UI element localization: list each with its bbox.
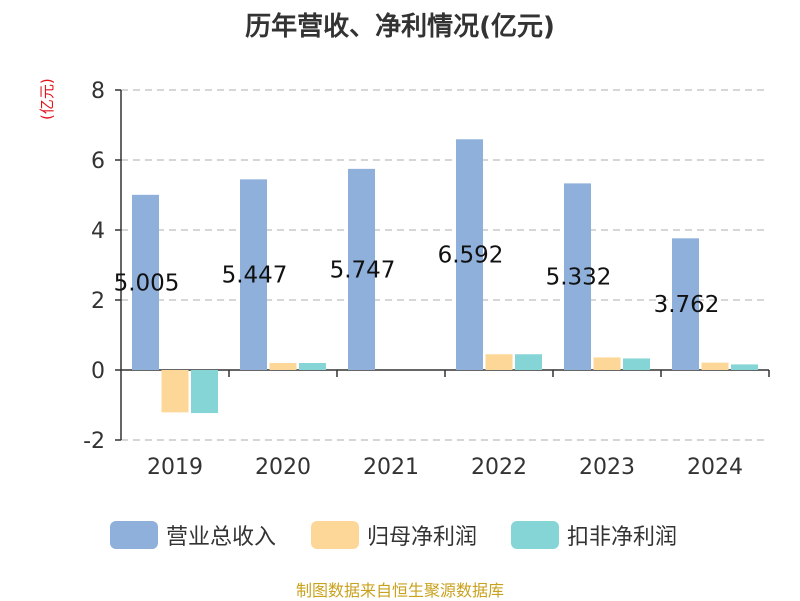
y-tick-label: 2 [91, 289, 105, 314]
bar-2-2022 [485, 354, 513, 370]
bar-1-2021 [348, 168, 375, 370]
bar-3-2020 [299, 363, 326, 370]
y-tick-label: 8 [91, 79, 105, 104]
x-tick-label: 2023 [579, 455, 635, 480]
legend-swatch-revenue [110, 521, 158, 549]
legend-item-revenue[interactable]: 营业总收入 [110, 519, 276, 551]
bar-1-2022 [456, 139, 483, 370]
data-label: 3.762 [654, 292, 720, 318]
legend-swatch-deducted-net-profit [511, 521, 559, 549]
bar-3-2023 [623, 358, 650, 370]
bar-3-2019 [191, 370, 218, 414]
bar-2-2019 [161, 370, 189, 413]
data-label: 5.005 [114, 270, 180, 296]
data-source-note: 制图数据来自恒生聚源数据库 [295, 581, 504, 600]
legend-item-deducted-net-profit[interactable]: 扣非净利润 [511, 519, 677, 551]
chart-title: 历年营收、净利情况(亿元) [245, 12, 555, 42]
y-tick-label: 6 [91, 149, 105, 174]
bar-2-2023 [593, 357, 621, 370]
y-tick-label: -2 [83, 429, 105, 454]
legend-label-revenue: 营业总收入 [166, 525, 277, 550]
data-label: 6.592 [438, 243, 504, 269]
legend-item-net-profit[interactable]: 归母净利润 [311, 519, 477, 551]
bar-1-2024 [672, 238, 699, 370]
bar-1-2023 [564, 183, 591, 370]
legend-swatch-net-profit [311, 521, 359, 549]
bar-2-2024 [701, 362, 729, 370]
legend-label-net-profit: 归母净利润 [367, 525, 478, 550]
legend-label-deducted-net-profit: 扣非净利润 [567, 525, 678, 550]
bar-1-2020 [240, 179, 267, 370]
x-tick-label: 2020 [255, 455, 311, 480]
data-label: 5.747 [330, 257, 396, 283]
bar-3-2022 [515, 354, 542, 370]
bar-3-2024 [731, 364, 758, 370]
x-tick-label: 2024 [687, 455, 743, 480]
bar-1-2019 [132, 194, 159, 370]
x-tick-label: 2022 [471, 455, 527, 480]
y-tick-label: 0 [91, 359, 105, 384]
data-label: 5.332 [546, 265, 612, 291]
legend: 营业总收入 归母净利润 扣非净利润 [0, 519, 800, 551]
y-tick-label: 4 [91, 219, 105, 244]
x-tick-label: 2021 [363, 455, 419, 480]
data-label: 5.447 [222, 263, 288, 289]
bar-2-2020 [269, 363, 297, 370]
x-tick-label: 2019 [147, 455, 203, 480]
